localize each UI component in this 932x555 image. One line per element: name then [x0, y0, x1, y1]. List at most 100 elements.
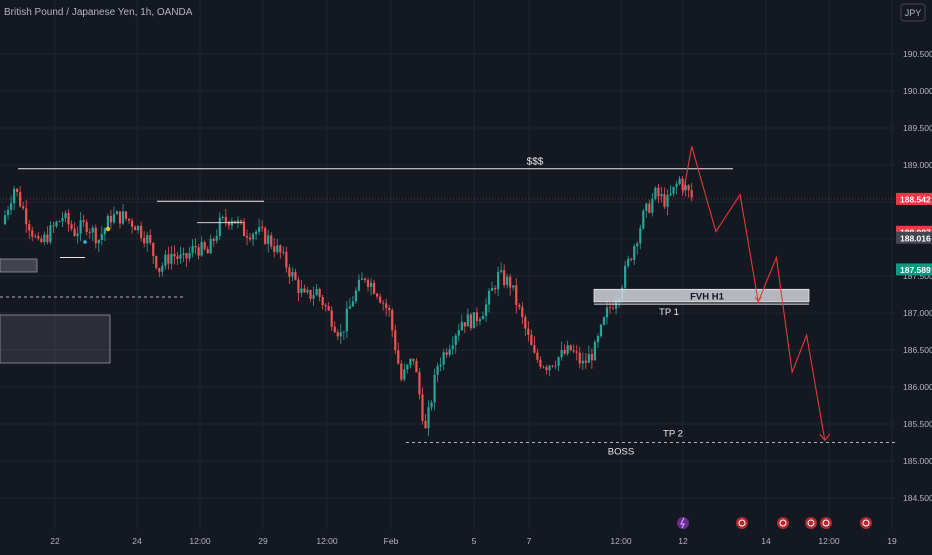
candle-body — [385, 303, 388, 309]
candle-body — [276, 245, 279, 252]
candle-body — [61, 218, 64, 222]
candle-body — [551, 365, 554, 367]
flash-event-icon[interactable] — [677, 517, 689, 529]
candle-body — [412, 358, 415, 361]
economic-event-icon[interactable] — [736, 517, 748, 529]
candle-body — [400, 363, 403, 380]
price-axis[interactable]: 184.500 185.000 185.500 186.000 186.500 187.0… — [0, 49, 932, 503]
candle-body — [209, 238, 212, 254]
candle-body — [188, 252, 191, 259]
candle-body — [312, 295, 315, 299]
candle-body — [52, 225, 55, 227]
candle-body — [572, 350, 575, 352]
candle-body — [681, 178, 684, 191]
flash-icon-bg — [677, 517, 689, 529]
candle-body — [472, 312, 475, 329]
candle-body — [258, 227, 261, 232]
candle-body — [43, 234, 46, 242]
candle-body — [251, 234, 255, 240]
candle-body — [146, 235, 149, 244]
candle-body — [539, 359, 542, 367]
candle-body — [566, 345, 569, 354]
candle-body — [67, 213, 70, 225]
y-tick-label: 185.500 — [903, 419, 932, 429]
candle-body — [424, 420, 427, 429]
candle-body — [273, 246, 276, 252]
left-zone-large — [0, 314, 111, 364]
candle-body — [297, 279, 300, 293]
price-label-text: 187.589 — [900, 265, 931, 275]
candle-body — [454, 335, 457, 346]
candle-body — [215, 235, 218, 241]
candle-body — [518, 304, 521, 307]
candle-body — [536, 352, 539, 360]
candle-body — [264, 228, 267, 244]
candle-body — [191, 246, 194, 253]
candle-body — [663, 194, 666, 207]
candle-body — [327, 306, 330, 311]
candle-body — [127, 218, 131, 221]
y-tick-label: 187.500 — [903, 271, 932, 281]
candle-body — [415, 360, 418, 373]
candle-body — [421, 394, 424, 421]
y-tick-label: 187.000 — [903, 308, 932, 318]
y-tick-label: 186.000 — [903, 382, 932, 392]
candle-body — [348, 306, 351, 309]
x-tick-label: Feb — [384, 536, 399, 546]
event-icon-ring — [807, 519, 815, 527]
candles — [3, 176, 693, 437]
candle-body — [351, 301, 354, 307]
candle-body — [140, 225, 143, 238]
price-label: 188.016 — [896, 231, 932, 244]
tp1-label: TP 1 — [659, 307, 679, 318]
candle-body — [124, 211, 128, 219]
candle-body — [360, 278, 364, 280]
candle-body — [233, 220, 237, 224]
candle-body — [200, 242, 203, 256]
candle-body — [25, 208, 28, 225]
time-axis[interactable]: 22 24 12:00 29 12:00 Feb 5 7 12:00 12 14 12:00 19 — [50, 536, 897, 546]
candle-body — [596, 336, 600, 343]
candle-body — [267, 235, 270, 244]
candle-body — [9, 203, 13, 210]
projection-arrowhead-small — [754, 296, 762, 303]
candle-body — [509, 276, 512, 288]
candle-body — [282, 251, 285, 253]
candle-body — [118, 211, 122, 224]
event-icons[interactable] — [677, 517, 872, 529]
indicator-dot — [83, 240, 87, 244]
candle-body — [115, 211, 119, 215]
candle-body — [130, 220, 134, 227]
candle-body — [469, 314, 472, 329]
x-tick-label: 24 — [132, 536, 142, 546]
economic-event-icon[interactable] — [860, 517, 872, 529]
economic-event-icon[interactable] — [777, 517, 789, 529]
x-tick-label: 12 — [678, 536, 688, 546]
candle-body — [493, 288, 497, 290]
candle-body — [500, 270, 503, 272]
candle-body — [409, 358, 412, 365]
candle-body — [376, 293, 379, 297]
candle-body — [76, 233, 79, 236]
candle-body — [82, 220, 85, 223]
x-tick-label: 14 — [761, 536, 771, 546]
y-tick-label: 186.500 — [903, 345, 932, 355]
candle-body — [173, 253, 176, 257]
candle-body — [372, 282, 376, 294]
candle-body — [261, 227, 264, 229]
currency-button[interactable]: JPY — [900, 3, 926, 22]
price-label: 188.542 — [896, 192, 932, 205]
candle-body — [245, 236, 249, 238]
candle-body — [397, 350, 400, 364]
candle-body — [369, 282, 373, 287]
price-label-text: 188.542 — [900, 194, 931, 204]
candle-body — [354, 290, 358, 302]
economic-event-icon[interactable] — [820, 517, 832, 529]
candle-body — [221, 216, 224, 218]
economic-event-icon[interactable] — [805, 517, 817, 529]
x-tick-label: 19 — [887, 536, 897, 546]
event-icon-bg — [820, 517, 832, 529]
candle-body — [614, 302, 618, 309]
event-icon-bg — [777, 517, 789, 529]
